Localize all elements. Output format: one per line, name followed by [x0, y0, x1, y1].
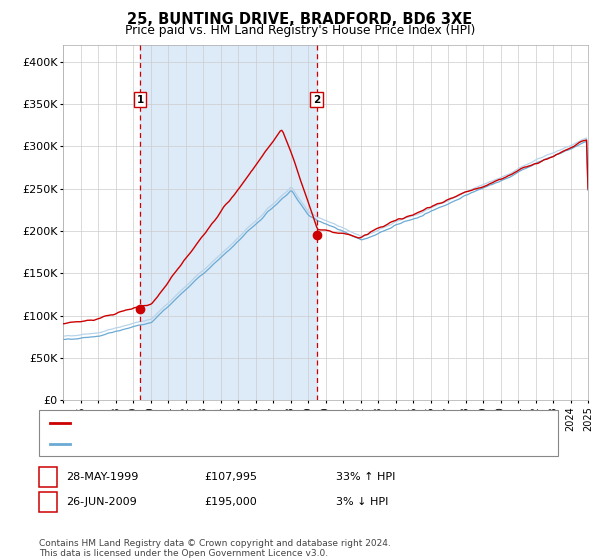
Text: 1: 1	[44, 472, 52, 482]
Text: 3% ↓ HPI: 3% ↓ HPI	[336, 497, 388, 507]
Text: 2: 2	[313, 95, 320, 105]
Text: 25, BUNTING DRIVE, BRADFORD, BD6 3XE (detached house): 25, BUNTING DRIVE, BRADFORD, BD6 3XE (de…	[75, 418, 412, 428]
Text: £107,995: £107,995	[204, 472, 257, 482]
Text: HPI: Average price, detached house, Bradford: HPI: Average price, detached house, Brad…	[75, 438, 330, 449]
Text: 1: 1	[137, 95, 144, 105]
Text: 26-JUN-2009: 26-JUN-2009	[66, 497, 137, 507]
Text: Price paid vs. HM Land Registry's House Price Index (HPI): Price paid vs. HM Land Registry's House …	[125, 24, 475, 37]
Text: 25, BUNTING DRIVE, BRADFORD, BD6 3XE: 25, BUNTING DRIVE, BRADFORD, BD6 3XE	[127, 12, 473, 27]
Bar	[140, 45, 317, 400]
Text: £195,000: £195,000	[204, 497, 257, 507]
Text: 33% ↑ HPI: 33% ↑ HPI	[336, 472, 395, 482]
Text: 2: 2	[44, 497, 52, 507]
Text: 28-MAY-1999: 28-MAY-1999	[66, 472, 139, 482]
Text: Contains HM Land Registry data © Crown copyright and database right 2024.
This d: Contains HM Land Registry data © Crown c…	[39, 539, 391, 558]
